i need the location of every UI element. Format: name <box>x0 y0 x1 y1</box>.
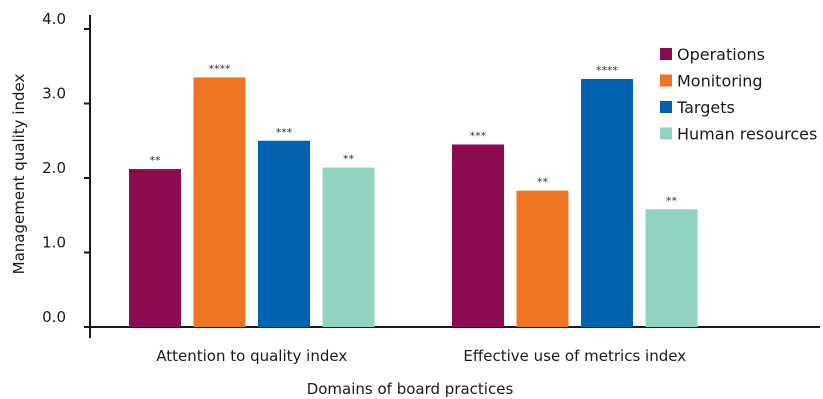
bar-human-resources <box>645 209 698 327</box>
legend-swatch <box>660 127 672 140</box>
y-tick-label: 0.0 <box>42 308 66 326</box>
bar-monitoring <box>516 190 569 327</box>
significance-label: ** <box>537 176 549 189</box>
bar-targets <box>258 140 310 327</box>
significance-label: *** <box>470 129 487 142</box>
bars <box>129 77 698 327</box>
significance-label: ** <box>666 194 678 207</box>
legend-label: Operations <box>677 45 765 64</box>
y-tick-label: 1.0 <box>42 234 66 252</box>
legend-item: Human resources <box>660 125 817 144</box>
y-axis: 0.0 1.0 2.0 3.0 4.0 <box>42 10 91 338</box>
legend-label: Human resources <box>677 125 817 144</box>
legend-label: Monitoring <box>677 72 763 91</box>
significance-label: ** <box>343 153 355 166</box>
legend-swatch <box>660 74 672 87</box>
bar-operations <box>129 169 181 327</box>
bar-operations <box>452 144 504 327</box>
legend: Operations Monitoring Targets Human resourc… <box>660 45 817 144</box>
y-tick-label: 2.0 <box>42 159 66 177</box>
bar-targets <box>581 78 633 327</box>
category-label: Attention to quality index <box>156 347 347 365</box>
x-axis-title: Domains of board practices <box>307 380 514 398</box>
bar-monitoring <box>193 77 246 327</box>
y-tick-label: 3.0 <box>42 85 66 103</box>
significance-label: **** <box>596 64 619 77</box>
significance-label: ** <box>150 154 162 167</box>
category-label: Effective use of metrics index <box>463 347 686 365</box>
legend-item: Targets <box>660 98 735 117</box>
significance-label: *** <box>276 126 293 139</box>
significance-labels: ********************** <box>150 62 678 207</box>
legend-item: Operations <box>660 45 765 64</box>
y-tick-label: 4.0 <box>42 10 66 28</box>
category-labels: Attention to quality index Effective use … <box>156 347 686 365</box>
legend-item: Monitoring <box>660 72 763 91</box>
bar-human-resources <box>322 167 375 327</box>
legend-label: Targets <box>676 98 735 117</box>
legend-swatch <box>660 101 672 113</box>
legend-swatch <box>660 48 672 60</box>
significance-label: **** <box>209 62 232 75</box>
y-axis-title: Management quality index <box>10 74 28 275</box>
